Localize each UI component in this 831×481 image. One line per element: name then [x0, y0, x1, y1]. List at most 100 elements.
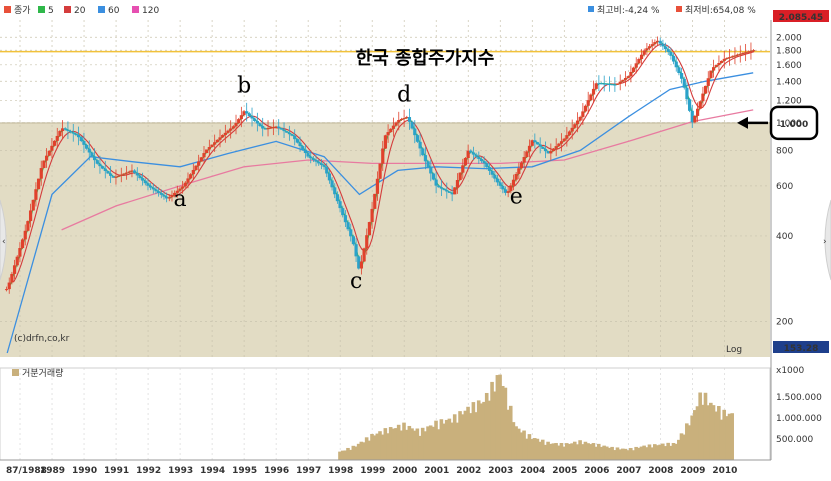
candle-body — [487, 167, 492, 171]
candle-body — [44, 155, 49, 161]
candle-body — [653, 42, 657, 45]
candle-body — [239, 115, 243, 120]
candle-body — [50, 145, 54, 151]
candle-body — [658, 40, 662, 44]
candle-body — [421, 148, 425, 156]
candle-body — [677, 67, 681, 74]
volume-bar — [490, 381, 494, 460]
volume-bar — [591, 443, 596, 460]
candle-body — [87, 148, 91, 153]
volume-bar — [370, 433, 374, 460]
candle-body — [736, 54, 740, 56]
candle-body — [253, 118, 257, 122]
candle-body — [567, 131, 572, 136]
volume-bar — [570, 443, 574, 460]
candle-body — [287, 132, 291, 135]
volume-bar — [500, 385, 505, 460]
candle-body — [130, 170, 134, 172]
volume-bar — [530, 439, 534, 460]
volume-bar — [498, 374, 502, 460]
volume-bar — [551, 443, 556, 460]
candle-body — [511, 179, 516, 186]
candle-body — [93, 156, 97, 161]
candle-body — [263, 128, 267, 130]
x-tick-label: 2005 — [552, 466, 577, 476]
candle-body — [210, 144, 214, 148]
y-tick-label: 1.000 — [776, 119, 802, 129]
candle-body — [720, 60, 724, 64]
volume-bar — [391, 428, 396, 460]
candle-body — [389, 128, 393, 133]
candle-body — [591, 88, 596, 95]
volume-bar — [535, 438, 540, 460]
volume-bar — [388, 427, 393, 460]
candle-body — [394, 122, 398, 126]
left-scroll-handle[interactable] — [0, 199, 7, 281]
candle-body — [442, 188, 446, 191]
candle-body — [701, 93, 705, 102]
candle-body — [234, 123, 238, 127]
volume-bar — [439, 419, 444, 460]
volume-bar — [703, 392, 708, 460]
candle-body — [95, 160, 99, 164]
candle-body — [125, 172, 129, 174]
candle-body — [298, 142, 302, 147]
x-tick-label: 1989 — [40, 466, 65, 476]
candle-body — [197, 161, 201, 166]
stat-from-low: 최저비:654,08 % — [685, 5, 756, 16]
volume-bar — [519, 432, 524, 460]
volume-bar — [383, 428, 388, 460]
candle-body — [687, 99, 692, 111]
volume-bar — [666, 442, 670, 460]
candle-body — [671, 55, 676, 62]
volume-bar — [540, 439, 545, 460]
candle-body — [661, 43, 665, 47]
volume-bar — [610, 446, 614, 460]
volume-bar — [669, 445, 673, 460]
chart-title: 한국 종합주가지수 — [356, 47, 495, 69]
volume-bar — [348, 449, 353, 460]
volume-bars — [338, 374, 734, 460]
candle-body — [413, 128, 417, 136]
candle-body — [157, 191, 161, 194]
candle-body — [359, 261, 364, 269]
volume-bar — [378, 431, 382, 460]
right-chevron-icon: › — [823, 237, 827, 247]
candle-body — [351, 236, 356, 245]
candle-body — [725, 57, 729, 59]
candle-body — [682, 78, 686, 88]
candle-body — [26, 221, 30, 231]
volume-bar — [538, 441, 542, 460]
legend-label: 5 — [48, 6, 54, 16]
candle-body — [175, 190, 179, 193]
candle-body — [23, 230, 27, 240]
candle-body — [498, 182, 502, 186]
candle-body — [477, 156, 481, 159]
volume-bar — [599, 446, 604, 460]
volume-bar — [404, 429, 409, 460]
candle-body — [333, 187, 337, 195]
volume-bar — [607, 447, 612, 460]
candle-body — [541, 146, 545, 149]
candle-body — [114, 176, 118, 178]
candle-body — [149, 185, 153, 188]
candle-body — [383, 135, 388, 149]
candle-body — [28, 210, 33, 222]
candle-body — [279, 128, 283, 130]
candle-body — [74, 133, 78, 135]
volume-bar — [615, 447, 620, 460]
candle-body — [711, 67, 716, 71]
volume-bar — [487, 400, 492, 460]
volume-bar — [546, 441, 550, 460]
y-tick-label: 1.800 — [776, 46, 802, 56]
candle-body — [714, 65, 718, 68]
annotation-d: d — [397, 82, 411, 107]
candle-body — [578, 116, 582, 121]
candle-body — [437, 185, 441, 188]
candle-body — [68, 130, 73, 133]
candle-body — [535, 142, 540, 145]
candle-body — [306, 153, 310, 157]
volume-bar — [543, 444, 548, 460]
x-tick-label: 1993 — [168, 466, 193, 476]
candle-body — [295, 139, 299, 143]
